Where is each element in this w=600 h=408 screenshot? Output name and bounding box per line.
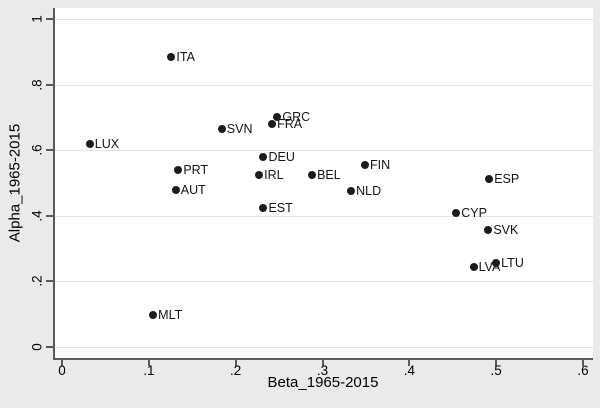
x-tick-label: .5 — [490, 363, 502, 378]
x-tick — [408, 360, 411, 366]
x-tick-label: .2 — [230, 363, 242, 378]
data-point-label-SVN: SVN — [226, 121, 253, 136]
y-tick — [46, 280, 53, 283]
data-point-dot-FRA — [268, 119, 277, 128]
data-point-label-DEU: DEU — [268, 149, 295, 164]
data-point-label-LTU: LTU — [501, 255, 524, 270]
x-tick-label: .4 — [403, 363, 415, 378]
data-point-label-NLD: NLD — [356, 183, 382, 198]
data-point-dot-SVN — [217, 124, 226, 133]
data-point-label-LUX: LUX — [94, 136, 120, 151]
data-point-dot-AUT — [171, 185, 180, 194]
x-tick-label: .1 — [143, 363, 155, 378]
gridline — [55, 347, 593, 348]
data-point-dot-NLD — [347, 186, 356, 195]
x-tick — [495, 360, 498, 366]
y-tick-label: 0 — [29, 343, 45, 351]
data-point-dot-IRL — [255, 171, 264, 180]
data-point-label-FIN: FIN — [370, 157, 391, 172]
gridline — [55, 19, 593, 20]
y-axis-line — [53, 8, 55, 360]
data-point-dot-ESP — [485, 175, 494, 184]
data-point-dot-EST — [259, 203, 268, 212]
x-tick-label: .6 — [577, 363, 589, 378]
y-tick — [46, 214, 53, 217]
data-point-label-IRL: IRL — [264, 168, 284, 183]
y-tick — [46, 346, 53, 348]
data-point-label-MLT: MLT — [158, 307, 183, 322]
data-point-label-ITA: ITA — [176, 49, 195, 64]
data-point-label-GRC: GRC — [282, 109, 311, 124]
x-axis-title: Beta_1965-2015 — [267, 374, 379, 391]
y-axis-title: Alpha_1965-2015 — [6, 123, 24, 243]
plot-area — [55, 8, 593, 358]
data-point-dot-DEU — [259, 153, 268, 162]
data-point-label-AUT: AUT — [180, 182, 206, 197]
data-point-dot-GRC — [273, 113, 282, 122]
x-axis-line — [53, 358, 593, 360]
data-point-label-BEL: BEL — [317, 167, 341, 182]
data-point-dot-LUX — [85, 139, 94, 148]
x-tick — [582, 360, 584, 366]
x-tick — [147, 360, 150, 366]
y-tick — [46, 149, 53, 152]
data-point-label-EST: EST — [268, 200, 293, 215]
y-tick-label: 1 — [29, 15, 45, 23]
gridline — [55, 84, 593, 86]
data-point-dot-CYP — [452, 209, 461, 218]
x-tick — [234, 360, 237, 366]
data-point-label-CYP: CYP — [461, 205, 487, 220]
data-point-dot-MLT — [149, 310, 158, 319]
y-tick-label: .8 — [29, 78, 45, 91]
y-tick-label: .6 — [29, 144, 45, 156]
data-point-dot-LTU — [492, 259, 501, 268]
data-point-dot-FIN — [361, 160, 370, 169]
gridline — [55, 150, 593, 152]
data-point-label-FRA: FRA — [277, 116, 303, 131]
x-tick-label: 0 — [58, 363, 66, 378]
y-tick-label: .2 — [29, 275, 45, 288]
data-point-dot-LVA — [469, 262, 478, 271]
data-point-label-PRT: PRT — [183, 162, 209, 177]
data-point-dot-ITA — [167, 53, 176, 62]
y-tick — [46, 18, 53, 20]
data-point-label-ESP: ESP — [494, 171, 520, 186]
gridline — [55, 281, 593, 283]
y-tick-label: .4 — [29, 210, 45, 222]
x-tick — [61, 360, 63, 366]
data-point-dot-PRT — [174, 165, 183, 174]
data-point-label-SVK: SVK — [493, 222, 519, 237]
x-tick-label: .3 — [316, 363, 329, 378]
data-point-dot-BEL — [308, 171, 317, 180]
gridline — [55, 215, 593, 217]
y-tick — [46, 83, 53, 86]
x-tick — [321, 360, 324, 366]
data-point-dot-SVK — [484, 225, 493, 234]
